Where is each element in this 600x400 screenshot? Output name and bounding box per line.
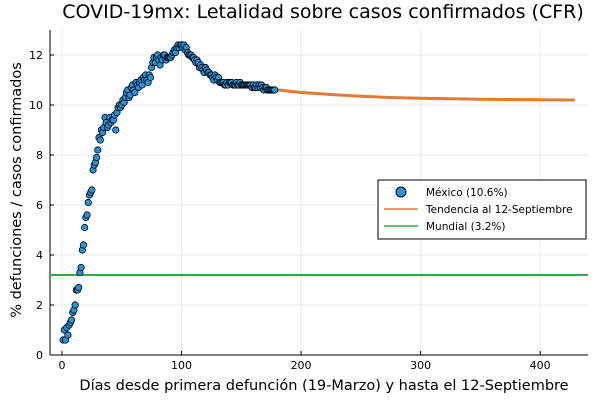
scatter-point bbox=[112, 126, 120, 134]
legend-label-tendencia: Tendencia al 12-Septiembre bbox=[425, 204, 573, 216]
legend: México (10.6%) Tendencia al 12-Septiembre… bbox=[377, 179, 587, 240]
plot-frame bbox=[49, 30, 588, 356]
scatter-point bbox=[146, 73, 155, 82]
scatter-point bbox=[81, 223, 89, 232]
scatter-point bbox=[83, 211, 91, 219]
scatter-point bbox=[79, 241, 88, 249]
chart-title: COVID-19mx: Letalidad sobre casos confir… bbox=[62, 1, 584, 23]
legend-marker-mexico bbox=[395, 186, 407, 198]
y-tick-label: 8 bbox=[36, 149, 43, 162]
y-axis-label: % defunciones / casos confirmados bbox=[9, 62, 25, 318]
scatter-point bbox=[131, 88, 139, 97]
series-line-tendencia bbox=[273, 88, 576, 102]
x-tick-label: 300 bbox=[410, 359, 431, 372]
y-tick-label: 6 bbox=[36, 199, 43, 212]
series-layer bbox=[50, 41, 588, 344]
x-axis-ticks: 0 100 200 300 400 bbox=[58, 351, 551, 372]
x-axis-label: Días desde primera defunción (19-Marzo) … bbox=[79, 378, 568, 394]
y-tick-label: 4 bbox=[36, 249, 43, 262]
scatter-point bbox=[88, 186, 96, 194]
grid bbox=[50, 30, 588, 356]
x-tick-label: 200 bbox=[291, 359, 312, 372]
scatter-point bbox=[71, 301, 79, 309]
scatter-point bbox=[271, 86, 279, 94]
y-tick-label: 0 bbox=[36, 349, 43, 362]
legend-label-mundial: Mundial (3.2%) bbox=[426, 221, 506, 233]
scatter-point bbox=[94, 146, 102, 154]
scatter-point bbox=[96, 136, 104, 144]
scatter-point bbox=[67, 316, 76, 324]
y-tick-label: 12 bbox=[29, 49, 43, 62]
scatter-point bbox=[64, 331, 72, 339]
scatter-point bbox=[75, 283, 83, 292]
scatter-point bbox=[77, 263, 85, 272]
x-tick-label: 400 bbox=[530, 359, 551, 372]
x-tick-label: 100 bbox=[171, 359, 192, 372]
scatter-point bbox=[93, 153, 101, 162]
y-axis-ticks: 0 2 4 6 8 10 12 bbox=[29, 49, 54, 362]
x-tick-label: 0 bbox=[58, 359, 65, 372]
series-scatter-mexico bbox=[59, 41, 279, 344]
scatter-point bbox=[84, 198, 92, 207]
legend-label-mexico: México (10.6%) bbox=[426, 187, 508, 199]
y-tick-label: 2 bbox=[36, 299, 43, 312]
y-tick-label: 10 bbox=[29, 99, 43, 112]
